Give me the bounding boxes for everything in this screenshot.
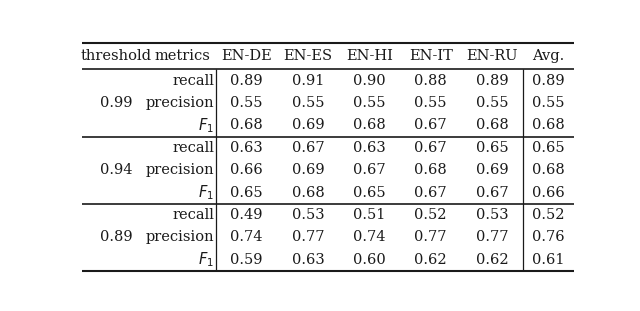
Text: EN-RU: EN-RU — [467, 49, 518, 63]
Text: 0.99: 0.99 — [100, 96, 132, 110]
Text: EN-IT: EN-IT — [409, 49, 452, 63]
Text: 0.67: 0.67 — [292, 141, 324, 155]
Text: 0.51: 0.51 — [353, 208, 385, 222]
Text: 0.55: 0.55 — [532, 96, 564, 110]
Text: 0.74: 0.74 — [353, 230, 386, 244]
Text: 0.69: 0.69 — [292, 163, 324, 177]
Text: 0.66: 0.66 — [230, 163, 263, 177]
Text: 0.67: 0.67 — [415, 141, 447, 155]
Text: 0.77: 0.77 — [476, 230, 508, 244]
Text: 0.65: 0.65 — [476, 141, 508, 155]
Text: 0.68: 0.68 — [476, 118, 509, 132]
Text: 0.68: 0.68 — [353, 118, 386, 132]
Text: precision: precision — [145, 163, 214, 177]
Text: metrics: metrics — [155, 49, 211, 63]
Text: 0.89: 0.89 — [476, 74, 508, 88]
Text: 0.52: 0.52 — [415, 208, 447, 222]
Text: threshold: threshold — [81, 49, 151, 63]
Text: $F_1$: $F_1$ — [198, 183, 214, 202]
Text: 0.63: 0.63 — [292, 253, 324, 267]
Text: 0.60: 0.60 — [353, 253, 386, 267]
Text: 0.53: 0.53 — [292, 208, 324, 222]
Text: 0.88: 0.88 — [414, 74, 447, 88]
Text: 0.62: 0.62 — [476, 253, 508, 267]
Text: 0.62: 0.62 — [415, 253, 447, 267]
Text: 0.91: 0.91 — [292, 74, 324, 88]
Text: 0.67: 0.67 — [353, 163, 386, 177]
Text: 0.67: 0.67 — [415, 118, 447, 132]
Text: 0.74: 0.74 — [230, 230, 263, 244]
Text: 0.52: 0.52 — [532, 208, 564, 222]
Text: 0.66: 0.66 — [532, 185, 564, 200]
Text: 0.55: 0.55 — [292, 96, 324, 110]
Text: 0.77: 0.77 — [292, 230, 324, 244]
Text: 0.89: 0.89 — [230, 74, 263, 88]
Text: 0.68: 0.68 — [230, 118, 263, 132]
Text: EN-ES: EN-ES — [284, 49, 333, 63]
Text: 0.68: 0.68 — [532, 118, 564, 132]
Text: EN-DE: EN-DE — [221, 49, 272, 63]
Text: 0.69: 0.69 — [476, 163, 508, 177]
Text: 0.55: 0.55 — [353, 96, 386, 110]
Text: 0.68: 0.68 — [532, 163, 564, 177]
Text: 0.59: 0.59 — [230, 253, 263, 267]
Text: precision: precision — [145, 230, 214, 244]
Text: recall: recall — [172, 74, 214, 88]
Text: 0.63: 0.63 — [230, 141, 263, 155]
Text: Avg.: Avg. — [532, 49, 564, 63]
Text: 0.65: 0.65 — [532, 141, 564, 155]
Text: 0.77: 0.77 — [415, 230, 447, 244]
Text: 0.65: 0.65 — [230, 185, 263, 200]
Text: 0.76: 0.76 — [532, 230, 564, 244]
Text: precision: precision — [145, 96, 214, 110]
Text: $F_1$: $F_1$ — [198, 250, 214, 269]
Text: 0.49: 0.49 — [230, 208, 263, 222]
Text: 0.67: 0.67 — [415, 185, 447, 200]
Text: recall: recall — [172, 208, 214, 222]
Text: 0.55: 0.55 — [415, 96, 447, 110]
Text: 0.89: 0.89 — [532, 74, 564, 88]
Text: 0.61: 0.61 — [532, 253, 564, 267]
Text: 0.67: 0.67 — [476, 185, 508, 200]
Text: 0.94: 0.94 — [100, 163, 132, 177]
Text: 0.63: 0.63 — [353, 141, 386, 155]
Text: 0.68: 0.68 — [414, 163, 447, 177]
Text: 0.89: 0.89 — [100, 230, 132, 244]
Text: $F_1$: $F_1$ — [198, 116, 214, 135]
Text: EN-HI: EN-HI — [346, 49, 393, 63]
Text: 0.65: 0.65 — [353, 185, 386, 200]
Text: 0.69: 0.69 — [292, 118, 324, 132]
Text: recall: recall — [172, 141, 214, 155]
Text: 0.55: 0.55 — [230, 96, 263, 110]
Text: 0.55: 0.55 — [476, 96, 508, 110]
Text: 0.68: 0.68 — [292, 185, 324, 200]
Text: 0.90: 0.90 — [353, 74, 386, 88]
Text: 0.53: 0.53 — [476, 208, 508, 222]
